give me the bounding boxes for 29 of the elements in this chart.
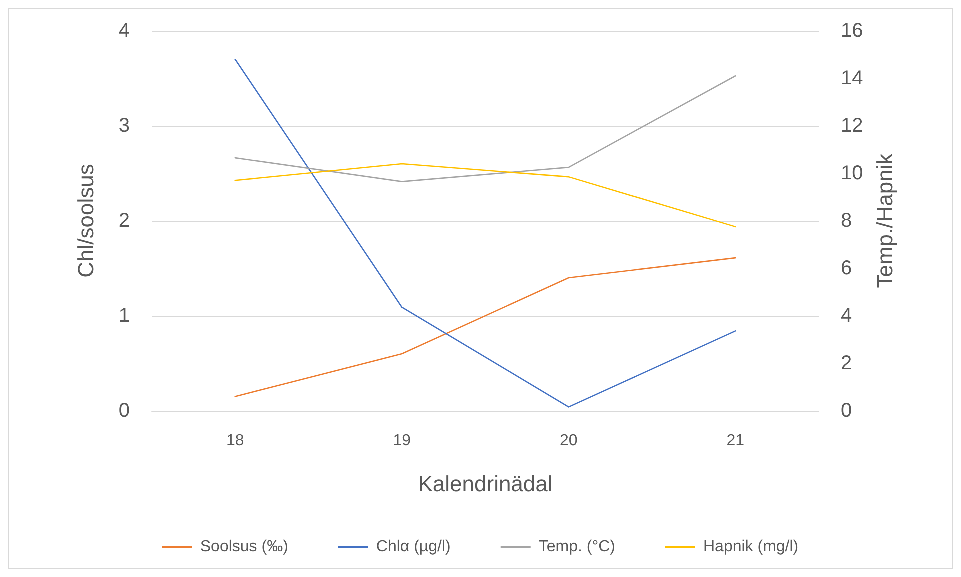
y2-tick-label: 14 xyxy=(841,68,864,90)
line-series xyxy=(234,58,736,408)
y-tick-label: 4 xyxy=(118,20,130,42)
legend-label: Temp. (°C) xyxy=(538,538,616,556)
x-tick-label: 20 xyxy=(560,432,578,450)
y2-tick-label: 2 xyxy=(841,352,852,374)
y2-tick-label: 6 xyxy=(841,258,852,280)
legend-label: Soolsus (‰) xyxy=(200,538,288,556)
line-series xyxy=(234,75,736,182)
legend-label: Chlα (µg/l) xyxy=(376,538,451,556)
x-tick-label: 18 xyxy=(226,432,244,450)
x-tick-label: 21 xyxy=(726,432,745,450)
y2-axis-title: Temp./Hapnik xyxy=(872,152,898,288)
y2-tick-label: 8 xyxy=(841,210,852,232)
y-axis-title: Chl/soolsus xyxy=(74,164,98,278)
line-series xyxy=(234,257,736,398)
legend-label: Hapnik (mg/l) xyxy=(703,538,799,556)
line-series xyxy=(234,163,736,228)
y-tick-label: 3 xyxy=(118,115,130,137)
y2-tick-label: 4 xyxy=(841,305,852,327)
y-tick-label: 1 xyxy=(118,305,130,327)
y2-tick-label: 10 xyxy=(841,162,864,184)
y2-tick-label: 0 xyxy=(841,400,852,422)
y-tick-label: 2 xyxy=(118,210,130,232)
y-tick-label: 0 xyxy=(118,400,130,422)
y2-tick-label: 16 xyxy=(841,20,864,42)
x-tick-label: 19 xyxy=(393,432,412,450)
x-axis-title: Kalendrinädal xyxy=(418,472,553,496)
y2-tick-label: 12 xyxy=(841,115,864,137)
